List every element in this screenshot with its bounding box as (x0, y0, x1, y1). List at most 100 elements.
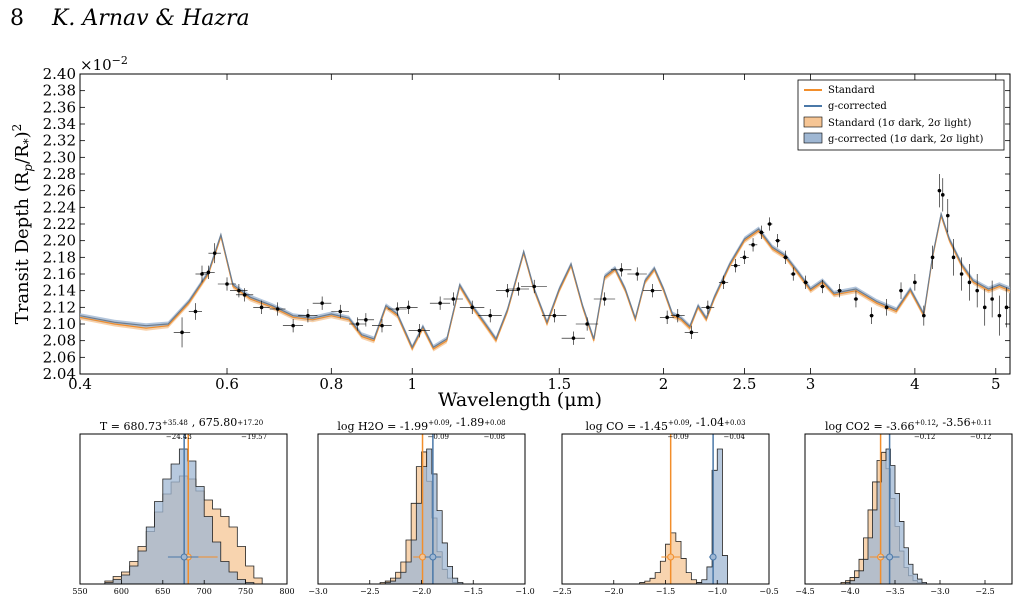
x-tick-label: 3 (806, 375, 816, 393)
gcorrected-band (80, 211, 1010, 350)
hist-x-tick-label: −2.0 (604, 587, 623, 596)
data-point (930, 245, 935, 269)
hist-x-tick-label: 650 (155, 587, 170, 596)
gcorrected-median-marker (180, 553, 188, 561)
page-header: 8 K. Arnav & Hazra (0, 0, 1018, 40)
y-tick-label: 2.22 (43, 215, 76, 233)
data-point (775, 234, 781, 248)
data-point (937, 174, 942, 208)
data-point (459, 300, 485, 314)
data-point (740, 250, 749, 264)
hist-x-tick-label: −1.0 (515, 587, 534, 596)
data-point (748, 238, 758, 252)
data-point (982, 289, 987, 326)
gcorrected-histogram (841, 448, 931, 585)
data-point (253, 300, 270, 314)
y-tick-label: 2.20 (43, 232, 76, 250)
main-y-ticks: 2.042.062.082.102.122.142.162.182.202.22… (43, 65, 1010, 383)
legend-gcorrected-band-label: g-corrected (1σ dark, 2σ light) (828, 134, 983, 145)
y-tick-label: 2.34 (43, 115, 76, 133)
gcorrected-histogram (380, 448, 464, 585)
main-x-ticks: 0.4 0.6 0.8 1 1.5 2 2.5 3 4 5 (68, 74, 1001, 393)
hist-x-tick-label: 600 (114, 587, 129, 596)
data-point (208, 243, 221, 264)
hist-x-tick-label: −2.0 (412, 587, 431, 596)
legend-standard-label: Standard (828, 85, 875, 96)
page-number: 8 (10, 6, 24, 31)
data-point (837, 284, 842, 298)
gcorrected-median-marker (886, 553, 894, 561)
x-tick-label: 5 (991, 375, 1001, 393)
histogram-log-co: −2.5 −2.0 −1.5 −1.0 −0.5 log CO = -1.45+0.09−… (552, 416, 778, 596)
data-point (782, 250, 789, 264)
main-data-points (173, 174, 1009, 348)
hist-x-tick-label: −2.5 (552, 587, 571, 596)
data-point (443, 292, 463, 306)
data-point (235, 288, 254, 302)
histogram-frame (79, 433, 288, 585)
data-point (201, 265, 215, 279)
y-tick-label: 2.24 (43, 198, 76, 216)
y-scale-factor: ×10−2 (80, 54, 128, 74)
data-point (990, 280, 994, 318)
main-series (79, 211, 1011, 352)
data-point (575, 317, 599, 331)
hist-x-tick-label: 800 (279, 587, 294, 596)
data-point (561, 331, 585, 345)
legend: Standard g-corrected Standard (1σ dark, … (797, 79, 1005, 151)
hist-x-tick-label: −3.0 (308, 587, 327, 596)
data-point (217, 277, 236, 291)
data-point (940, 178, 945, 212)
data-point (659, 310, 675, 324)
hist-x-tick-label: −4.0 (840, 587, 859, 596)
y-tick-label: 2.16 (43, 265, 76, 283)
data-point (913, 274, 917, 291)
spectrum-chart: 2.042.062.082.102.122.142.162.182.202.22… (10, 54, 1011, 411)
data-point (357, 313, 375, 327)
data-point (997, 295, 1002, 336)
data-point (884, 299, 889, 316)
data-point (282, 319, 304, 333)
hist-x-tick-label: −2.5 (975, 587, 994, 596)
gcorrected-median-marker (429, 553, 437, 561)
data-point (372, 319, 392, 333)
y-tick-label: 2.36 (43, 98, 76, 116)
data-point (959, 257, 964, 291)
hist-x-tick-label: −3.0 (930, 587, 949, 596)
data-point (899, 282, 903, 299)
running-head-authors: K. Arnav & Hazra (52, 6, 250, 31)
y-tick-label: 2.08 (43, 332, 76, 350)
y-tick-label: 2.04 (43, 365, 76, 383)
standard-median-marker (667, 553, 675, 561)
data-point (731, 259, 741, 273)
x-tick-label: 2.5 (733, 375, 757, 393)
hist-x-tick-label: −4.5 (795, 587, 814, 596)
histogram-log-h2o: −3.0 −2.5 −2.0 −1.5 −1.0 log H2O = -1.99+0.09… (308, 416, 534, 596)
legend-box (797, 79, 1005, 151)
data-point (922, 305, 926, 326)
y-tick-label: 2.18 (43, 248, 76, 266)
y-tick-label: 2.14 (43, 282, 76, 300)
x-tick-label: 0.8 (319, 375, 343, 393)
y-tick-label: 2.10 (43, 315, 76, 333)
data-point (869, 307, 874, 324)
hist-x-tick-label: −0.5 (759, 587, 778, 596)
data-point (610, 263, 632, 277)
data-point (478, 309, 502, 323)
data-point (951, 239, 956, 276)
x-tick-label: 1.5 (547, 375, 571, 393)
data-point (1004, 287, 1009, 328)
hist-x-tick-label: 550 (72, 587, 87, 596)
x-tick-label: 4 (910, 375, 920, 393)
data-point (188, 303, 202, 320)
hist-x-tick-label: −1.0 (708, 587, 727, 596)
hist-x-tick-label: −2.5 (360, 587, 379, 596)
data-point (853, 290, 859, 308)
y-tick-label: 2.40 (43, 65, 76, 83)
y-tick-label: 2.26 (43, 182, 76, 200)
data-point (790, 267, 796, 281)
y-tick-label: 2.30 (43, 148, 76, 166)
y-tick-label: 2.12 (43, 298, 76, 316)
histogram-title: log CO = -1.45+0.09 −0.09, -1.04+0.03 −0.0… (585, 416, 745, 441)
